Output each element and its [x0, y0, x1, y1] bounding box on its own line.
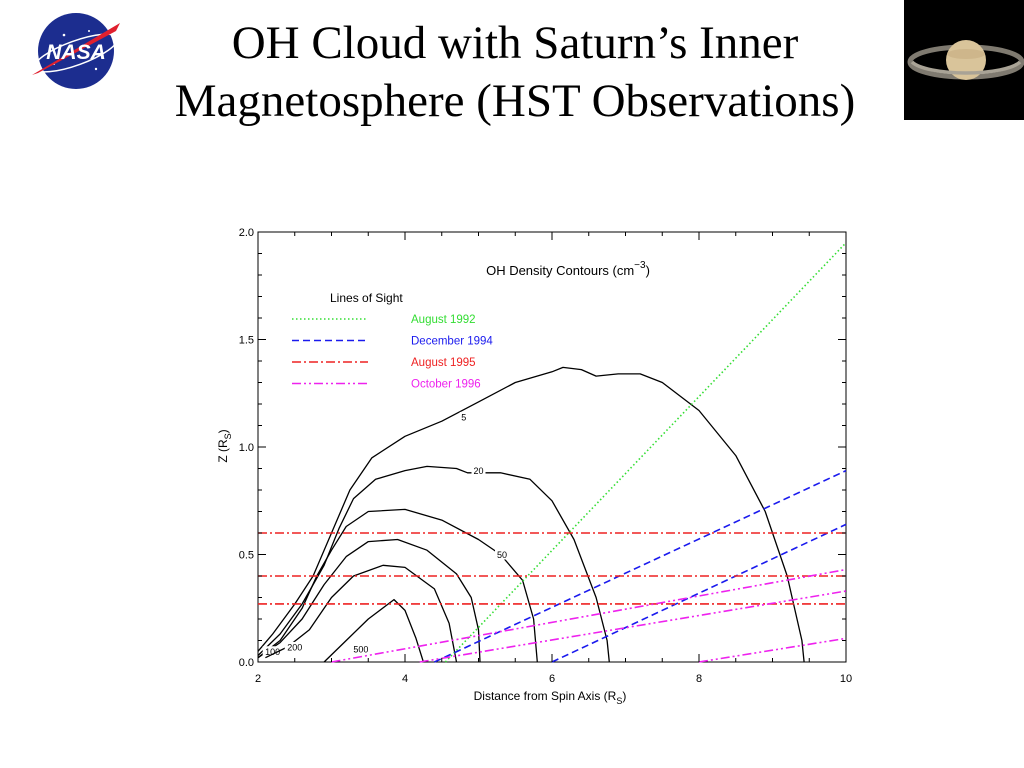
contour-label-bg	[471, 465, 486, 476]
contour-200	[265, 564, 458, 663]
line-of-sight-october-1996-1	[419, 590, 847, 663]
x-axis-label: Distance from Spin Axis (RS)	[474, 689, 627, 706]
contour-500	[323, 598, 425, 663]
axis-ticks: 2 4 6 8 10 0.0 0.5 1.0 1.5 2.0	[239, 227, 852, 685]
contour-label-200: 200	[287, 642, 302, 652]
line-of-sight-august-1992-0	[444, 242, 847, 663]
plot-frame	[257, 231, 847, 663]
legend-title: Lines of Sight	[330, 291, 403, 305]
legend-entry-label: August 1992	[411, 314, 476, 326]
x-tick-label: 2	[255, 673, 261, 685]
contour-label-bg	[284, 641, 305, 652]
contour-20	[257, 465, 610, 663]
contour-label-bg	[262, 646, 283, 657]
contour-layer: 5 20 50 100 200 500	[257, 366, 805, 663]
contour-label-100: 100	[265, 647, 280, 657]
line-of-sight-december-1994-1	[551, 523, 847, 663]
saturn-image	[904, 0, 1024, 120]
y-axis-label: Z (RS)	[216, 429, 233, 462]
y-tick-label: 1.0	[239, 442, 254, 454]
contour-100	[257, 538, 481, 663]
x-tick-label: 10	[840, 673, 852, 685]
contour-label-bg	[459, 411, 468, 422]
nasa-logo-text: NASA	[46, 41, 106, 64]
legend: August 1992 December 1994 August 1995 Octob…	[292, 314, 493, 391]
contour-label-20: 20	[473, 466, 483, 476]
y-tick-label: 0.5	[239, 550, 254, 562]
slide-title: OH Cloud with Saturn’s Inner Magnetosphe…	[60, 14, 970, 130]
x-tick-label: 6	[549, 673, 555, 685]
y-tick-label: 1.5	[239, 335, 254, 347]
contour-5	[257, 366, 805, 663]
title-line-1: OH Cloud with Saturn’s Inner	[231, 17, 799, 69]
legend-entry-label: August 1995	[411, 357, 476, 369]
legend-entry-label: October 1996	[411, 379, 481, 391]
title-line-2: Magnetosphere (HST Observations)	[174, 75, 856, 127]
contour-label-bg	[495, 549, 510, 560]
x-tick-label: 8	[696, 673, 702, 685]
contour-label-5: 5	[461, 412, 466, 422]
line-of-sight-october-1996-0	[331, 568, 847, 663]
legend-entry-label: December 1994	[411, 336, 493, 348]
contour-label-bg	[350, 644, 371, 655]
contour-label-50: 50	[497, 550, 507, 560]
contour-label-500: 500	[353, 645, 368, 655]
line-of-sight-october-1996-2	[698, 637, 847, 663]
x-tick-label: 4	[402, 673, 408, 685]
line-of-sight-december-1994-0	[434, 469, 847, 663]
line-of-sight-layer	[258, 242, 847, 663]
y-tick-label: 0.0	[239, 657, 254, 669]
y-tick-label: 2.0	[239, 227, 254, 239]
nasa-logo: NASA	[32, 13, 120, 89]
chart-title: OH Density Contours (cm−3)	[486, 260, 650, 278]
